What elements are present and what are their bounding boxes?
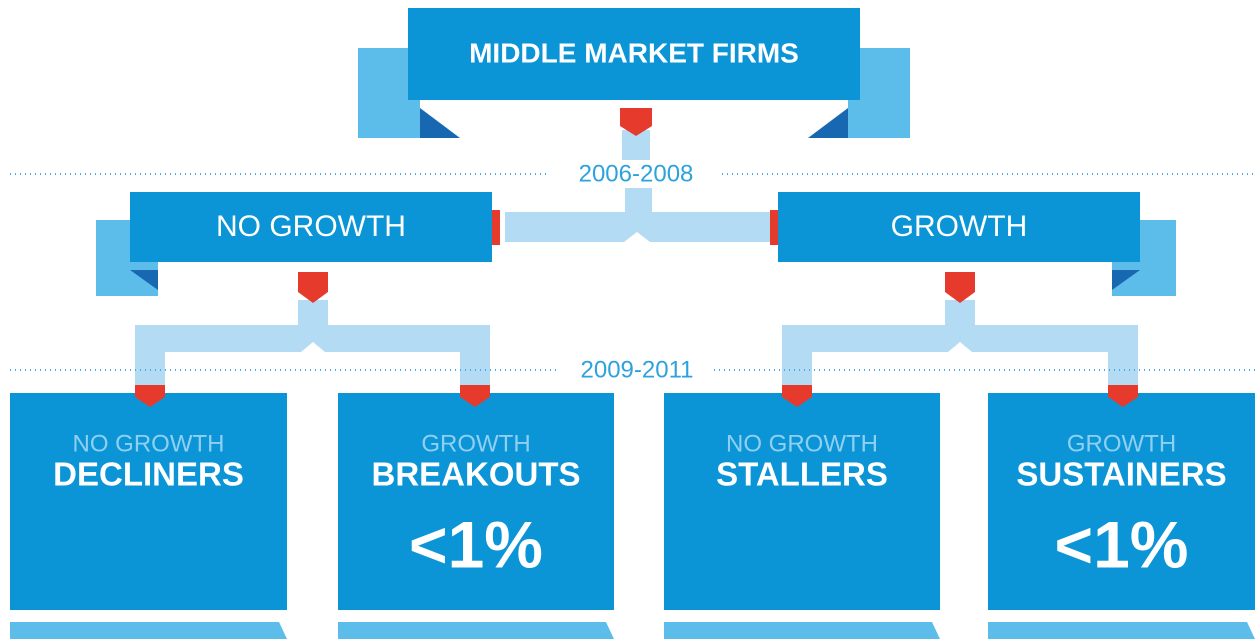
outcome-label: SUSTAINERS bbox=[1016, 456, 1226, 493]
outcome-sub: NO GROWTH bbox=[73, 430, 225, 457]
outcome-label: BREAKOUTS bbox=[371, 456, 580, 493]
outcome-sub: GROWTH bbox=[1067, 430, 1176, 457]
arrow bbox=[782, 385, 812, 407]
base-strip bbox=[988, 622, 1255, 639]
outcome-label: DECLINERS bbox=[53, 456, 244, 493]
corner bbox=[808, 108, 848, 138]
arrow bbox=[135, 385, 165, 407]
level1-box bbox=[130, 192, 492, 262]
outcome-box bbox=[10, 393, 287, 610]
period-label: 2009-2011 bbox=[581, 356, 694, 383]
arrow bbox=[460, 385, 490, 407]
outcome-box bbox=[988, 393, 1255, 610]
outcome-value: <1% bbox=[409, 507, 543, 581]
arrow bbox=[298, 272, 328, 303]
connector bbox=[782, 300, 1138, 385]
outcome-label: STALLERS bbox=[716, 456, 888, 493]
arrow bbox=[945, 272, 975, 303]
top-title: MIDDLE MARKET FIRMS bbox=[469, 37, 799, 68]
outcome-sub: GROWTH bbox=[421, 430, 530, 457]
level1-box bbox=[778, 192, 1140, 262]
outcome-sub: NO GROWTH bbox=[726, 430, 878, 457]
period-label: 2006-2008 bbox=[579, 160, 694, 187]
outcome-box bbox=[664, 393, 940, 610]
outcome-box bbox=[338, 393, 614, 610]
top-box bbox=[408, 8, 860, 100]
connector bbox=[505, 188, 772, 242]
level1-label: NO GROWTH bbox=[216, 210, 406, 243]
arrow bbox=[620, 108, 652, 136]
corner bbox=[1112, 270, 1140, 290]
outcome-value: <1% bbox=[1055, 507, 1189, 581]
base-strip bbox=[338, 622, 614, 639]
base-strip bbox=[10, 622, 287, 639]
arrow bbox=[1108, 385, 1138, 407]
connector bbox=[135, 300, 490, 385]
corner bbox=[130, 270, 158, 290]
level1-label: GROWTH bbox=[891, 210, 1028, 243]
base-strip bbox=[664, 622, 940, 639]
corner bbox=[420, 108, 460, 138]
